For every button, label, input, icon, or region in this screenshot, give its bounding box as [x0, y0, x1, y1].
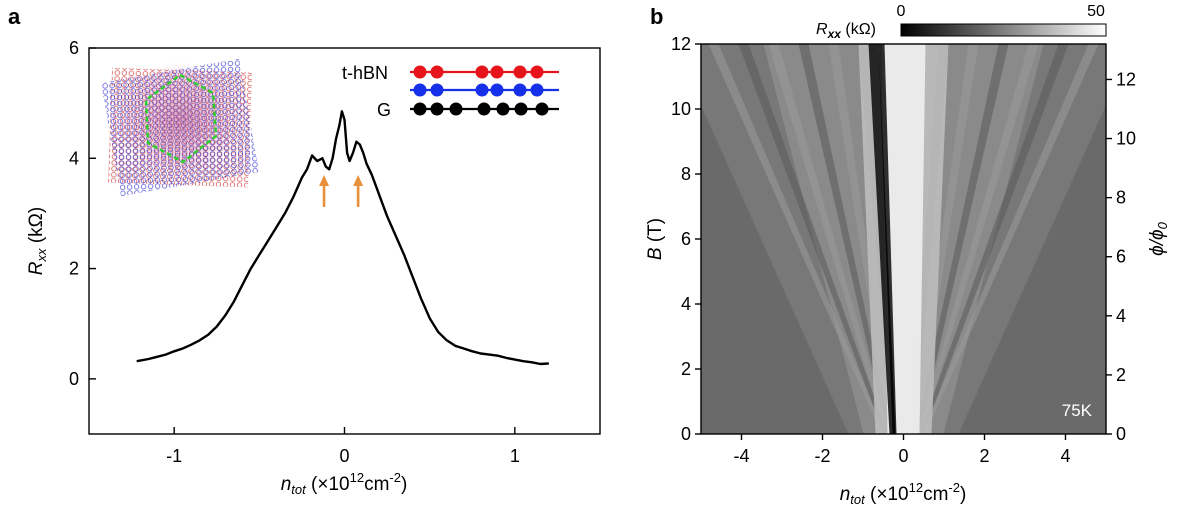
colorbar: 0 50 Rxx (kΩ) [816, 3, 1107, 41]
fan-band [919, 44, 1069, 434]
temperature-label: 75K [1062, 401, 1093, 420]
legend-atom-dot [475, 65, 489, 79]
fan-band [878, 44, 897, 434]
legend-atom-dot [413, 102, 427, 116]
x-axis-label-a: ntot (×1012cm-2) [281, 470, 408, 497]
y-tick-label-b: 10 [671, 99, 691, 119]
x-tick-label-b: 0 [898, 446, 908, 466]
x-tick-label-b: -2 [814, 446, 830, 466]
moire-lattice-inset [101, 58, 260, 197]
fan-band [798, 44, 892, 434]
legend-label-g: G [377, 100, 391, 120]
x-tick-label-a: 1 [510, 446, 520, 466]
legend-atom-dot [490, 65, 504, 79]
y-tick-label-b: 6 [681, 229, 691, 249]
legend-atom-dot [490, 83, 504, 97]
y-tick-label-a: 0 [69, 369, 79, 389]
legend-atom-dot [513, 65, 527, 79]
fan-band [915, 44, 1009, 434]
legend-atom-dot [430, 83, 444, 97]
panel-a: t-hBN G -1 0 1 0 2 4 6 ntot (×1012cm-2) Rxx (k… [26, 38, 601, 497]
legend-atom-dot [477, 102, 491, 116]
y-tick-label-b: 2 [681, 359, 691, 379]
y2-tick-label-b: 10 [1116, 129, 1136, 149]
colorbar-max-label: 50 [1087, 3, 1105, 20]
legend-atom-dot [496, 102, 510, 116]
legend-atom-dot [530, 83, 544, 97]
x-tick-label-b: -4 [733, 446, 749, 466]
legend-row-0 [410, 65, 559, 79]
panel-b-letter: b [650, 4, 663, 29]
y-tick-label-a: 4 [69, 148, 79, 168]
y-tick-label-b: 8 [681, 164, 691, 184]
x-axis-label-b: ntot (×1012cm-2) [840, 480, 967, 507]
fan-band [921, 44, 1099, 434]
y-tick-label-b: 12 [671, 34, 691, 54]
panel-b: 0 50 Rxx (kΩ) -4 -2 0 2 4024681012024681012 … [645, 3, 1170, 507]
colorbar-gradient [900, 23, 1107, 37]
y2-tick-label-b: 6 [1116, 247, 1126, 267]
fan-band [768, 44, 890, 434]
legend-row-1 [410, 83, 559, 97]
legend-row-2 [410, 102, 559, 116]
x-tick-label-b: 2 [979, 446, 989, 466]
fan-band [917, 44, 1039, 434]
legend-atom-dot [449, 102, 463, 116]
y2-tick-label-b: 12 [1116, 69, 1136, 89]
legend-atom-dot [530, 65, 544, 79]
y-axis-label-a: Rxx (kΩ) [26, 207, 49, 275]
colorbar-label: Rxx (kΩ) [816, 21, 876, 41]
y-axis-label-b: B (T) [645, 218, 666, 260]
legend-atom-dot [475, 83, 489, 97]
y2-tick-label-b: 2 [1116, 365, 1126, 385]
fan-band [868, 44, 896, 434]
peak-arrow [319, 175, 330, 207]
y2-axis-label-b: ϕ/ϕ0 [1147, 221, 1170, 255]
legend-atom-dot [514, 102, 528, 116]
x-tick-label-b: 4 [1060, 446, 1070, 466]
stack-legend: t-hBN G [342, 63, 559, 120]
moire-hexagon [144, 73, 218, 164]
fan-band [708, 44, 886, 434]
y-tick-label-b: 0 [681, 424, 691, 444]
legend-label-t-hbn: t-hBN [342, 63, 388, 83]
lattice-overlap-glow [118, 62, 242, 178]
rxx-curve [136, 110, 549, 366]
panel-a-letter: a [8, 4, 21, 29]
y-tick-label-a: 2 [69, 259, 79, 279]
x-tick-label-a: 0 [339, 446, 349, 466]
colorbar-min-label: 0 [897, 3, 906, 20]
peak-arrow [353, 175, 364, 207]
legend-atom-dot [413, 83, 427, 97]
y-tick-label-b: 4 [681, 294, 691, 314]
fan-band [738, 44, 888, 434]
y2-tick-label-b: 4 [1116, 306, 1126, 326]
x-tick-label-a: -1 [166, 446, 182, 466]
legend-atom-dot [513, 83, 527, 97]
y2-tick-label-b: 0 [1116, 424, 1126, 444]
legend-atom-dot [430, 102, 444, 116]
y-tick-label-a: 6 [69, 38, 79, 58]
legend-atom-dot [413, 65, 427, 79]
legend-atom-dot [535, 102, 549, 116]
heatmap [701, 44, 1106, 434]
y2-tick-label-b: 8 [1116, 188, 1126, 208]
legend-atom-dot [430, 65, 444, 79]
